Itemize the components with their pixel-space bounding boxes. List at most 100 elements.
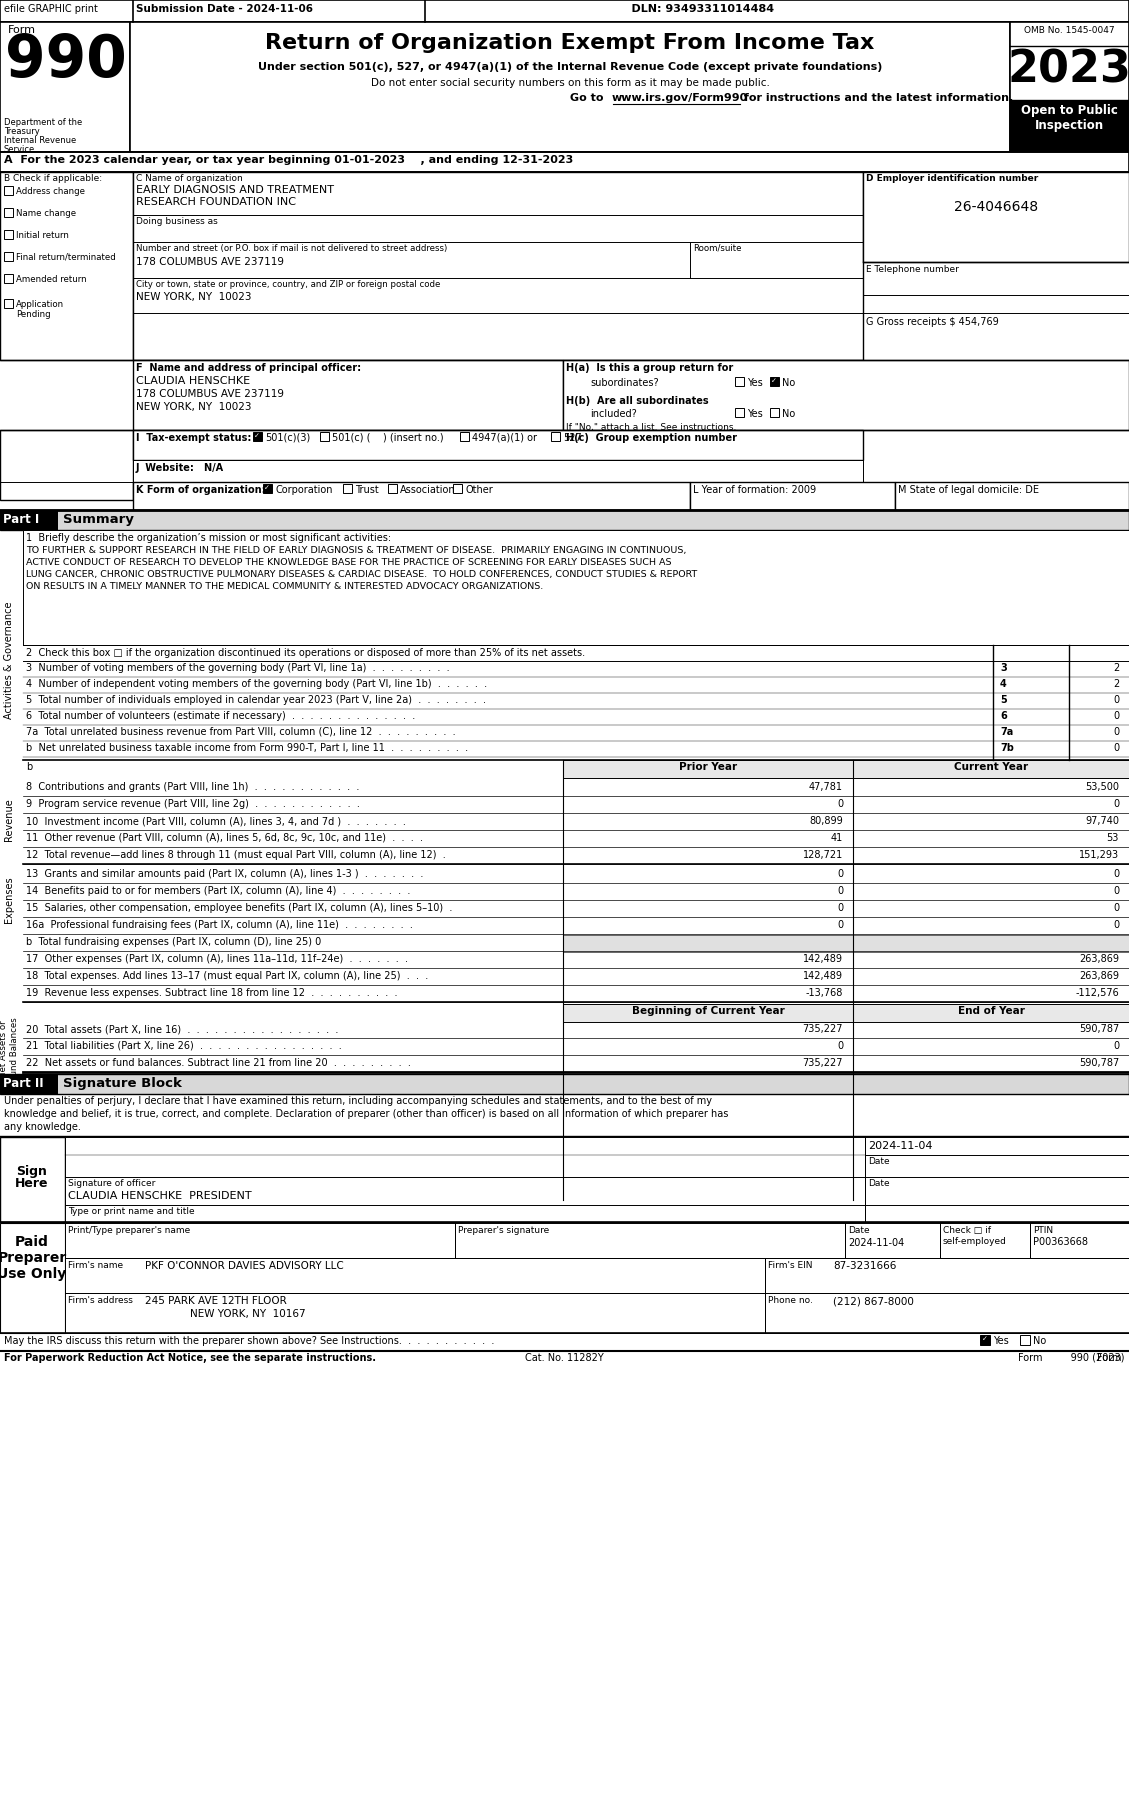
Text: 7b: 7b bbox=[1000, 742, 1014, 753]
Text: Part II: Part II bbox=[3, 1077, 44, 1090]
Text: 178 COLUMBUS AVE 237119: 178 COLUMBUS AVE 237119 bbox=[135, 256, 285, 267]
Text: 11  Other revenue (Part VIII, column (A), lines 5, 6d, 8c, 9c, 10c, and 11e)  . : 11 Other revenue (Part VIII, column (A),… bbox=[26, 833, 423, 842]
Text: Check □ if: Check □ if bbox=[943, 1226, 991, 1235]
Bar bbox=[343, 484, 352, 493]
Bar bbox=[0, 1137, 65, 1222]
Text: No: No bbox=[782, 378, 795, 387]
Text: Paid: Paid bbox=[15, 1235, 49, 1250]
Text: No: No bbox=[1033, 1335, 1047, 1346]
Text: 12  Total revenue—add lines 8 through 11 (must equal Part VIII, column (A), line: 12 Total revenue—add lines 8 through 11 … bbox=[26, 849, 446, 860]
Text: City or town, state or province, country, and ZIP or foreign postal code: City or town, state or province, country… bbox=[135, 280, 440, 289]
Text: LUNG CANCER, CHRONIC OBSTRUCTIVE PULMONARY DISEASES & CARDIAC DISEASE.  TO HOLD : LUNG CANCER, CHRONIC OBSTRUCTIVE PULMONA… bbox=[26, 569, 698, 578]
Text: Firm's address: Firm's address bbox=[68, 1295, 133, 1304]
Text: P00363668: P00363668 bbox=[1033, 1237, 1088, 1248]
Bar bbox=[133, 173, 863, 360]
Bar bbox=[770, 377, 779, 386]
Text: CLAUDIA HENSCHKE: CLAUDIA HENSCHKE bbox=[135, 377, 251, 386]
Text: OMB No. 1545-0047: OMB No. 1545-0047 bbox=[1024, 25, 1114, 35]
Text: knowledge and belief, it is true, correct, and complete. Declaration of preparer: knowledge and belief, it is true, correc… bbox=[5, 1110, 728, 1119]
Text: Firm's name: Firm's name bbox=[68, 1261, 123, 1270]
Text: Go to: Go to bbox=[570, 93, 607, 104]
Text: Here: Here bbox=[16, 1177, 49, 1190]
Bar bbox=[895, 482, 1129, 509]
Text: K Form of organization:: K Form of organization: bbox=[135, 486, 265, 495]
Bar bbox=[388, 484, 397, 493]
Text: Corporation: Corporation bbox=[275, 486, 333, 495]
Text: 2024-11-04: 2024-11-04 bbox=[868, 1141, 933, 1151]
Text: 4947(a)(1) or: 4947(a)(1) or bbox=[472, 433, 537, 444]
Text: 9  Program service revenue (Part VIII, line 2g)  .  .  .  .  .  .  .  .  .  .  .: 9 Program service revenue (Part VIII, li… bbox=[26, 799, 360, 809]
Text: 6  Total number of volunteers (estimate if necessary)  .  .  .  .  .  .  .  .  .: 6 Total number of volunteers (estimate i… bbox=[26, 711, 415, 720]
Text: Association: Association bbox=[400, 486, 456, 495]
Text: End of Year: End of Year bbox=[957, 1006, 1024, 1017]
Text: Activities & Governance: Activities & Governance bbox=[5, 602, 14, 719]
Bar bbox=[551, 431, 560, 440]
Text: 590,787: 590,787 bbox=[1078, 1024, 1119, 1033]
Text: Date: Date bbox=[868, 1179, 890, 1188]
Text: Form         990 (2023): Form 990 (2023) bbox=[1018, 1353, 1124, 1362]
Bar bbox=[854, 1004, 1129, 1022]
Text: Revenue: Revenue bbox=[5, 799, 14, 842]
Text: 8  Contributions and grants (Part VIII, line 1h)  .  .  .  .  .  .  .  .  .  .  : 8 Contributions and grants (Part VIII, l… bbox=[26, 782, 359, 791]
Text: 0: 0 bbox=[837, 902, 843, 913]
Text: Current Year: Current Year bbox=[954, 762, 1029, 771]
Text: 0: 0 bbox=[837, 869, 843, 879]
Text: Open to Public: Open to Public bbox=[1021, 104, 1118, 116]
Text: DLN: 93493311014484: DLN: 93493311014484 bbox=[430, 4, 774, 15]
Text: 142,489: 142,489 bbox=[803, 953, 843, 964]
Text: 97,740: 97,740 bbox=[1085, 817, 1119, 826]
Bar bbox=[940, 1222, 1030, 1259]
Text: TO FURTHER & SUPPORT RESEARCH IN THE FIELD OF EARLY DIAGNOSIS & TREATMENT OF DIS: TO FURTHER & SUPPORT RESEARCH IN THE FIE… bbox=[26, 546, 686, 555]
Text: 41: 41 bbox=[831, 833, 843, 842]
Text: Phone no.: Phone no. bbox=[768, 1295, 813, 1304]
Text: 0: 0 bbox=[1113, 711, 1119, 720]
Text: Service: Service bbox=[5, 146, 35, 155]
Text: 263,869: 263,869 bbox=[1079, 971, 1119, 980]
Text: Final return/terminated: Final return/terminated bbox=[16, 253, 116, 262]
Text: Do not enter social security numbers on this form as it may be made public.: Do not enter social security numbers on … bbox=[370, 78, 770, 87]
Text: 4: 4 bbox=[1000, 678, 1007, 689]
Text: 16a  Professional fundraising fees (Part IX, column (A), line 11e)  .  .  .  .  : 16a Professional fundraising fees (Part … bbox=[26, 920, 413, 930]
Bar bbox=[0, 173, 133, 360]
Bar bbox=[1019, 1335, 1030, 1344]
Bar bbox=[5, 207, 14, 216]
Text: 3: 3 bbox=[1000, 662, 1007, 673]
Text: 501(c)(3): 501(c)(3) bbox=[265, 433, 310, 444]
Bar bbox=[563, 935, 854, 951]
Text: 2: 2 bbox=[1113, 662, 1119, 673]
Text: 20  Total assets (Part X, line 16)  .  .  .  .  .  .  .  .  .  .  .  .  .  .  . : 20 Total assets (Part X, line 16) . . . … bbox=[26, 1024, 339, 1033]
Text: 7a: 7a bbox=[1000, 728, 1013, 737]
Text: Yes: Yes bbox=[994, 1335, 1008, 1346]
Text: subordinates?: subordinates? bbox=[590, 378, 658, 387]
Text: Application
Pending: Application Pending bbox=[16, 300, 64, 320]
Text: May the IRS discuss this return with the preparer shown above? See Instructions.: May the IRS discuss this return with the… bbox=[5, 1335, 495, 1346]
Text: 590,787: 590,787 bbox=[1078, 1059, 1119, 1068]
Text: Print/Type preparer's name: Print/Type preparer's name bbox=[68, 1226, 191, 1235]
Bar bbox=[863, 173, 1129, 262]
Text: 0: 0 bbox=[1113, 742, 1119, 753]
Text: NEW YORK, NY  10023: NEW YORK, NY 10023 bbox=[135, 402, 252, 411]
Bar bbox=[563, 1004, 854, 1022]
Text: (212) 867-8000: (212) 867-8000 bbox=[833, 1295, 913, 1306]
Text: Date: Date bbox=[868, 1157, 890, 1166]
Text: Signature of officer: Signature of officer bbox=[68, 1179, 156, 1188]
Bar bbox=[765, 1293, 1129, 1333]
Bar bbox=[263, 484, 272, 493]
Text: For Paperwork Reduction Act Notice, see the separate instructions.: For Paperwork Reduction Act Notice, see … bbox=[5, 1353, 376, 1362]
Text: Preparer's signature: Preparer's signature bbox=[458, 1226, 549, 1235]
Text: Sign: Sign bbox=[17, 1164, 47, 1179]
Text: 735,227: 735,227 bbox=[803, 1059, 843, 1068]
Text: Yes: Yes bbox=[747, 409, 763, 418]
Text: PKF O'CONNOR DAVIES ADVISORY LLC: PKF O'CONNOR DAVIES ADVISORY LLC bbox=[145, 1261, 343, 1271]
Text: 2024-11-04: 2024-11-04 bbox=[848, 1239, 904, 1248]
Text: E Telephone number: E Telephone number bbox=[866, 266, 959, 275]
Text: RESEARCH FOUNDATION INC: RESEARCH FOUNDATION INC bbox=[135, 196, 296, 207]
Text: Inspection: Inspection bbox=[1034, 118, 1103, 133]
Text: J  Website:   N/A: J Website: N/A bbox=[135, 464, 225, 473]
Bar bbox=[5, 298, 14, 307]
Bar bbox=[133, 482, 690, 509]
Bar bbox=[455, 1222, 844, 1259]
Text: 6: 6 bbox=[1000, 711, 1007, 720]
Text: 151,293: 151,293 bbox=[1079, 849, 1119, 860]
Text: 0: 0 bbox=[1113, 886, 1119, 897]
